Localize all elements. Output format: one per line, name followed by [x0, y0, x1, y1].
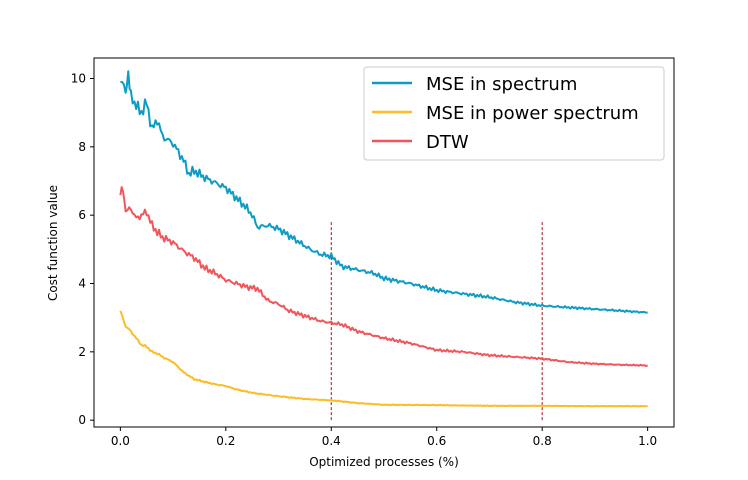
series-line-3: [119, 186, 648, 367]
x-axis: 0.0 0.2 0.4 0.6 0.8 1.0: [111, 427, 657, 448]
x-tick-label: 0.2: [216, 434, 235, 448]
y-tick-label: 10: [71, 72, 86, 86]
y-tick-label: 2: [78, 345, 86, 359]
y-tick-label: 6: [78, 208, 86, 222]
series-line-1: [120, 70, 648, 314]
legend-label: DTW: [426, 132, 469, 153]
legend-label: MSE in power spectrum: [426, 103, 639, 124]
x-tick-label: 1.0: [638, 434, 657, 448]
series-line-2: [119, 310, 648, 408]
y-tick-label: 4: [78, 277, 86, 291]
series-lines: [119, 70, 648, 408]
y-axis-title: Cost function value: [46, 185, 60, 301]
plot-frame: [93, 57, 675, 428]
y-tick-label: 8: [78, 140, 86, 154]
y-tick-label: 0: [78, 413, 86, 427]
legend: MSE in spectrum MSE in power spectrum DTW: [363, 66, 665, 161]
x-tick-label: 0.8: [533, 434, 552, 448]
x-tick-label: 0.6: [427, 434, 446, 448]
x-axis-title: Optimized processes (%): [309, 455, 459, 469]
x-tick-label: 0.0: [111, 434, 130, 448]
legend-label: MSE in spectrum: [426, 74, 577, 95]
x-tick-label: 0.4: [322, 434, 341, 448]
legend-box: [363, 66, 665, 161]
y-axis: 0 2 4 6 8 10: [71, 72, 94, 427]
